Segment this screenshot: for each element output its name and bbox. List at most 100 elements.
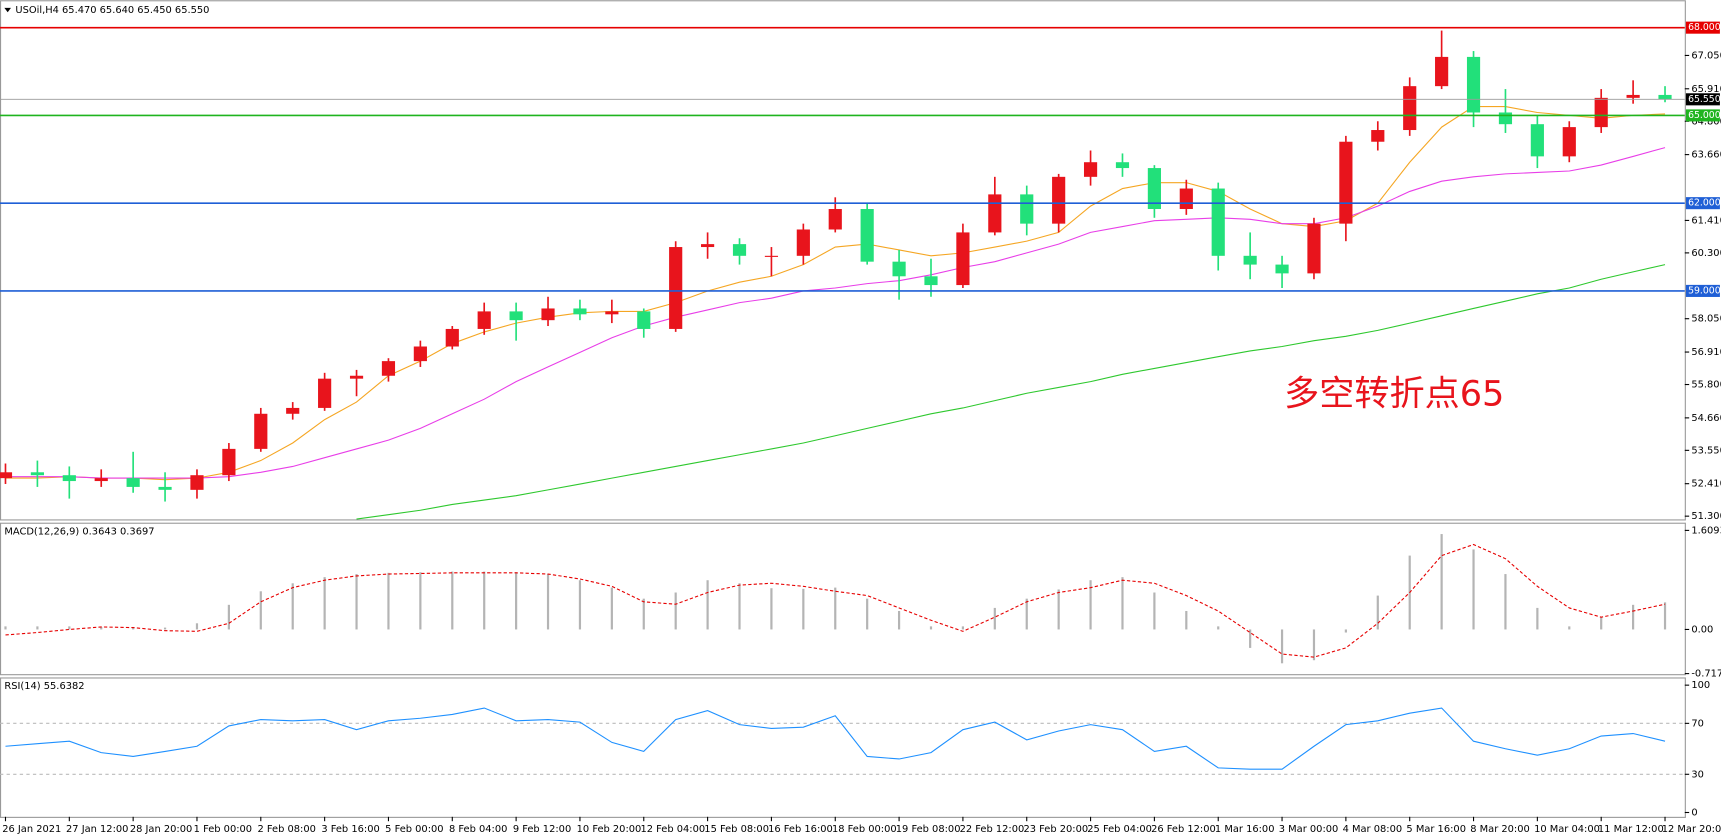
candle-body — [732, 244, 747, 256]
candle-body — [0, 472, 13, 479]
macd-bar — [706, 580, 709, 630]
candle-body — [381, 361, 396, 376]
x-tick-label: 4 Mar 08:00 — [1343, 824, 1403, 835]
candle-body — [764, 255, 779, 257]
candle-body — [158, 486, 172, 490]
x-tick-label: 28 Jan 20:00 — [130, 824, 192, 835]
candle-body — [1371, 130, 1385, 142]
macd-bar — [770, 588, 773, 630]
candle-body — [1626, 94, 1640, 98]
macd-bar — [1504, 574, 1507, 630]
level-box — [1685, 21, 1720, 34]
candle-body — [1530, 124, 1544, 157]
candle-body — [1020, 194, 1034, 224]
candle-body — [1052, 176, 1066, 224]
level-label: 65.000 — [1688, 110, 1721, 121]
y-tick-label: 55.800 — [1691, 380, 1721, 391]
x-tick-label: 22 Feb 12:00 — [960, 824, 1025, 835]
candle-body — [254, 413, 268, 449]
candle-body — [1435, 56, 1449, 87]
moving-average — [5, 106, 1666, 481]
macd-bar — [36, 626, 39, 630]
moving-average — [5, 147, 1666, 479]
macd-bar — [1600, 617, 1603, 630]
y-tick-label: -0.7172 — [1691, 669, 1721, 680]
macd-bar — [4, 626, 7, 630]
y-tick-label: 30 — [1691, 769, 1704, 780]
candle-body — [349, 375, 364, 379]
macd-bar — [291, 583, 294, 630]
x-tick-label: 12 Mar 20:00 — [1662, 824, 1721, 835]
macd-bar — [834, 587, 837, 630]
macd-bar — [1632, 604, 1635, 630]
candle-body — [190, 475, 204, 490]
x-tick-label: 25 Feb 04:00 — [1087, 824, 1152, 835]
macd-bar — [1312, 629, 1316, 661]
macd-bar — [195, 623, 199, 630]
candle-body — [286, 407, 300, 414]
x-tick-label: 1 Mar 16:00 — [1215, 824, 1275, 835]
rsi-panel — [0, 677, 1686, 818]
macd-bar — [993, 607, 996, 630]
annotation: 多空转折点65 — [1284, 373, 1504, 414]
macd-bar — [1185, 610, 1188, 630]
y-tick-label: 58.050 — [1691, 314, 1721, 325]
y-tick-label: 100 — [1691, 680, 1710, 691]
macd-bar — [1057, 589, 1060, 630]
macd-bar — [642, 598, 645, 630]
candle-body — [541, 308, 555, 321]
candle-body — [637, 311, 651, 329]
candle-body — [477, 311, 491, 329]
y-tick-label: 0.00 — [1691, 624, 1713, 635]
x-tick-label: 27 Jan 12:00 — [66, 824, 128, 835]
candle-body — [1403, 86, 1417, 131]
x-tick-label: 15 Feb 08:00 — [704, 824, 769, 835]
y-tick-label: 53.550 — [1691, 445, 1721, 456]
x-tick-label: 2 Feb 08:00 — [258, 824, 316, 835]
x-tick-label: 10 Feb 20:00 — [577, 824, 642, 835]
macd-bar — [323, 577, 326, 630]
macd-bar — [259, 591, 262, 630]
candle-body — [126, 478, 140, 487]
candle-body — [445, 328, 459, 347]
candle-body — [1243, 255, 1257, 265]
macd-bar — [897, 610, 901, 630]
level-label: 59.000 — [1688, 285, 1721, 296]
y-tick-label: 61.410 — [1691, 215, 1721, 226]
macd-bar — [1025, 598, 1028, 630]
macd-bar — [1440, 534, 1443, 630]
x-tick-label: 23 Feb 20:00 — [1023, 824, 1088, 835]
candle-body — [1307, 223, 1321, 274]
menu-triangle[interactable] — [4, 7, 11, 13]
y-tick-label: 65.910 — [1691, 84, 1721, 95]
macd-bar — [674, 592, 677, 630]
macd-bar — [483, 571, 486, 630]
y-tick-label: 56.910 — [1691, 347, 1721, 358]
x-tick-label: 18 Feb 00:00 — [832, 824, 897, 835]
macd-bar — [1472, 549, 1475, 630]
x-tick-label: 11 Mar 12:00 — [1598, 824, 1664, 835]
y-tick-label: 70 — [1691, 718, 1704, 729]
candle-body — [1562, 127, 1576, 157]
rsi-line — [5, 707, 1666, 770]
macd-bar — [866, 598, 869, 630]
macd-bar — [100, 626, 103, 630]
macd-bar — [132, 626, 135, 630]
macd-bar — [68, 626, 71, 630]
candle-body — [828, 209, 842, 230]
candle-body — [605, 311, 619, 315]
macd-bar — [1536, 607, 1539, 630]
macd-bar — [451, 571, 454, 630]
y-tick-label: 52.410 — [1691, 479, 1721, 490]
main-panel — [0, 0, 1686, 521]
macd-bar — [387, 572, 390, 630]
macd-bar — [1663, 602, 1667, 630]
macd-bar — [227, 604, 230, 630]
macd-bar — [802, 588, 805, 630]
candle-body — [1466, 56, 1481, 113]
macd-bar — [1089, 580, 1092, 630]
macd-bar — [1153, 592, 1156, 630]
candle-body — [318, 378, 332, 408]
y-tick-label: 1.6093 — [1691, 525, 1721, 536]
